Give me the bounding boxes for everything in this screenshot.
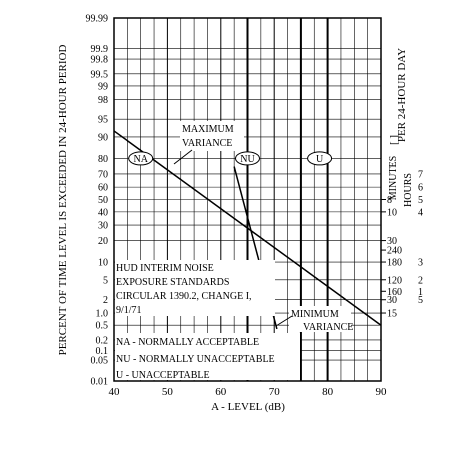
y-tick-label: 99.9 <box>91 44 109 55</box>
hours-tick-label: 5 <box>418 295 423 306</box>
minutes-tick-label: 240 <box>387 246 402 257</box>
minutes-tick-label: 30 <box>387 236 397 247</box>
min-variance-label-2: VARIANCE <box>303 322 353 333</box>
min-variance-pointer <box>275 315 293 327</box>
y-tick-label: 99.8 <box>91 55 109 66</box>
y-tick-label: 70 <box>98 169 108 180</box>
max-variance-label-1: MAXIMUM <box>182 124 234 135</box>
minutes-tick-label: 30 <box>387 295 397 306</box>
y-tick-label: 10 <box>98 258 108 269</box>
y-tick-label: 40 <box>98 207 108 218</box>
standards-line-2: EXPOSURE STANDARDS <box>116 277 229 288</box>
x-tick-label: 50 <box>162 386 174 398</box>
min-variance-box <box>289 306 351 332</box>
y-tick-label: 90 <box>98 132 108 143</box>
minutes-tick-label: 160 <box>387 287 402 298</box>
y-tick-label: 0.01 <box>91 377 109 388</box>
hours-tick-label: 4 <box>418 207 423 218</box>
standards-line-4: 9/1/71 <box>116 305 142 316</box>
y-tick-label: 2 <box>103 295 108 306</box>
minutes-tick-label: 10 <box>387 207 397 218</box>
x-tick-label: 40 <box>109 386 121 398</box>
max-variance-pointer <box>173 149 193 165</box>
legend-nu: NU - NORMALLY UNACCEPTABLE <box>116 354 275 365</box>
y-tick-label: 20 <box>98 236 108 247</box>
hours-tick-label: 7 <box>418 169 423 180</box>
y-axis-label: PERCENT OF TIME LEVEL IS EXCEEDED IN 24-… <box>57 45 69 356</box>
y-tick-label: 95 <box>98 115 108 126</box>
x-tick-label: 80 <box>322 386 334 398</box>
y-tick-label: 98 <box>98 95 108 106</box>
hours-tick-label: 6 <box>418 183 423 194</box>
standards-line-3: CIRCULAR 1390.2, CHANGE I, <box>116 291 252 302</box>
y-tick-label: 5 <box>103 275 108 286</box>
x-tick-label: 70 <box>269 386 281 398</box>
zone-labels: NA NU U <box>128 151 333 166</box>
legend-u: U - UNACCEPTABLE <box>116 370 210 381</box>
zone-label-nu: NU <box>240 154 255 165</box>
zone-label-ellipse-na <box>128 151 154 166</box>
x-tick-label: 90 <box>376 386 388 398</box>
legend-box <box>115 333 300 380</box>
minutes-tick-label: 180 <box>387 258 402 269</box>
right-axis-minutes-label: MINUTES <box>388 156 399 200</box>
standards-box <box>115 260 275 316</box>
x-axis-label: A - LEVEL (dB) <box>211 401 285 413</box>
y-tick-label: 50 <box>98 195 108 206</box>
minutes-tick-label: 8 <box>387 195 392 206</box>
zone-label-u: U <box>316 154 324 165</box>
minutes-tick-label: 120 <box>387 275 402 286</box>
legend-na: NA - NORMALLY ACCEPTABLE <box>116 337 259 348</box>
standards-line-1: HUD INTERIM NOISE <box>116 263 214 274</box>
y-tick-label: 99 <box>98 81 108 92</box>
y-tick-label: 30 <box>98 221 108 232</box>
zone-label-ellipse-nu <box>235 151 260 166</box>
x-tick-label: 60 <box>215 386 227 398</box>
hours-tick-label: 5 <box>418 195 423 206</box>
y-tick-label: 60 <box>98 183 108 194</box>
right-axis-hours-label: HOURS <box>403 173 414 207</box>
y-tick-label: 80 <box>98 154 108 165</box>
y-tick-label: 99.99 <box>86 14 109 25</box>
max-variance-box <box>180 121 244 151</box>
zone-label-ellipse-u <box>307 151 333 166</box>
y-tick-label: 0.2 <box>96 335 109 346</box>
right-axis-perday-label: PER 24-HOUR DAY <box>396 48 408 142</box>
hours-tick-label: 3 <box>418 258 423 269</box>
y-tick-label: 99.5 <box>91 69 109 80</box>
max-variance-line <box>113 130 382 326</box>
zone-label-na: NA <box>133 154 148 165</box>
minutes-tick-label: 15 <box>387 309 397 320</box>
y-tick-label: 0.05 <box>91 356 109 367</box>
max-variance-label-2: VARIANCE <box>182 138 232 149</box>
hours-tick-label: 2 <box>418 275 423 286</box>
right-axis-brackets: [ ] <box>388 135 400 145</box>
y-tick-label: 1.0 <box>96 309 109 320</box>
x-tick-labels: 40 50 60 70 80 90 <box>109 386 388 398</box>
min-variance-label-1: MINIMUM <box>291 309 339 320</box>
y-tick-label: 0.5 <box>96 321 109 332</box>
right-axis-bg <box>382 150 428 310</box>
hours-tick-label: 1 <box>418 287 423 298</box>
y-tick-label: 0.1 <box>96 346 109 357</box>
